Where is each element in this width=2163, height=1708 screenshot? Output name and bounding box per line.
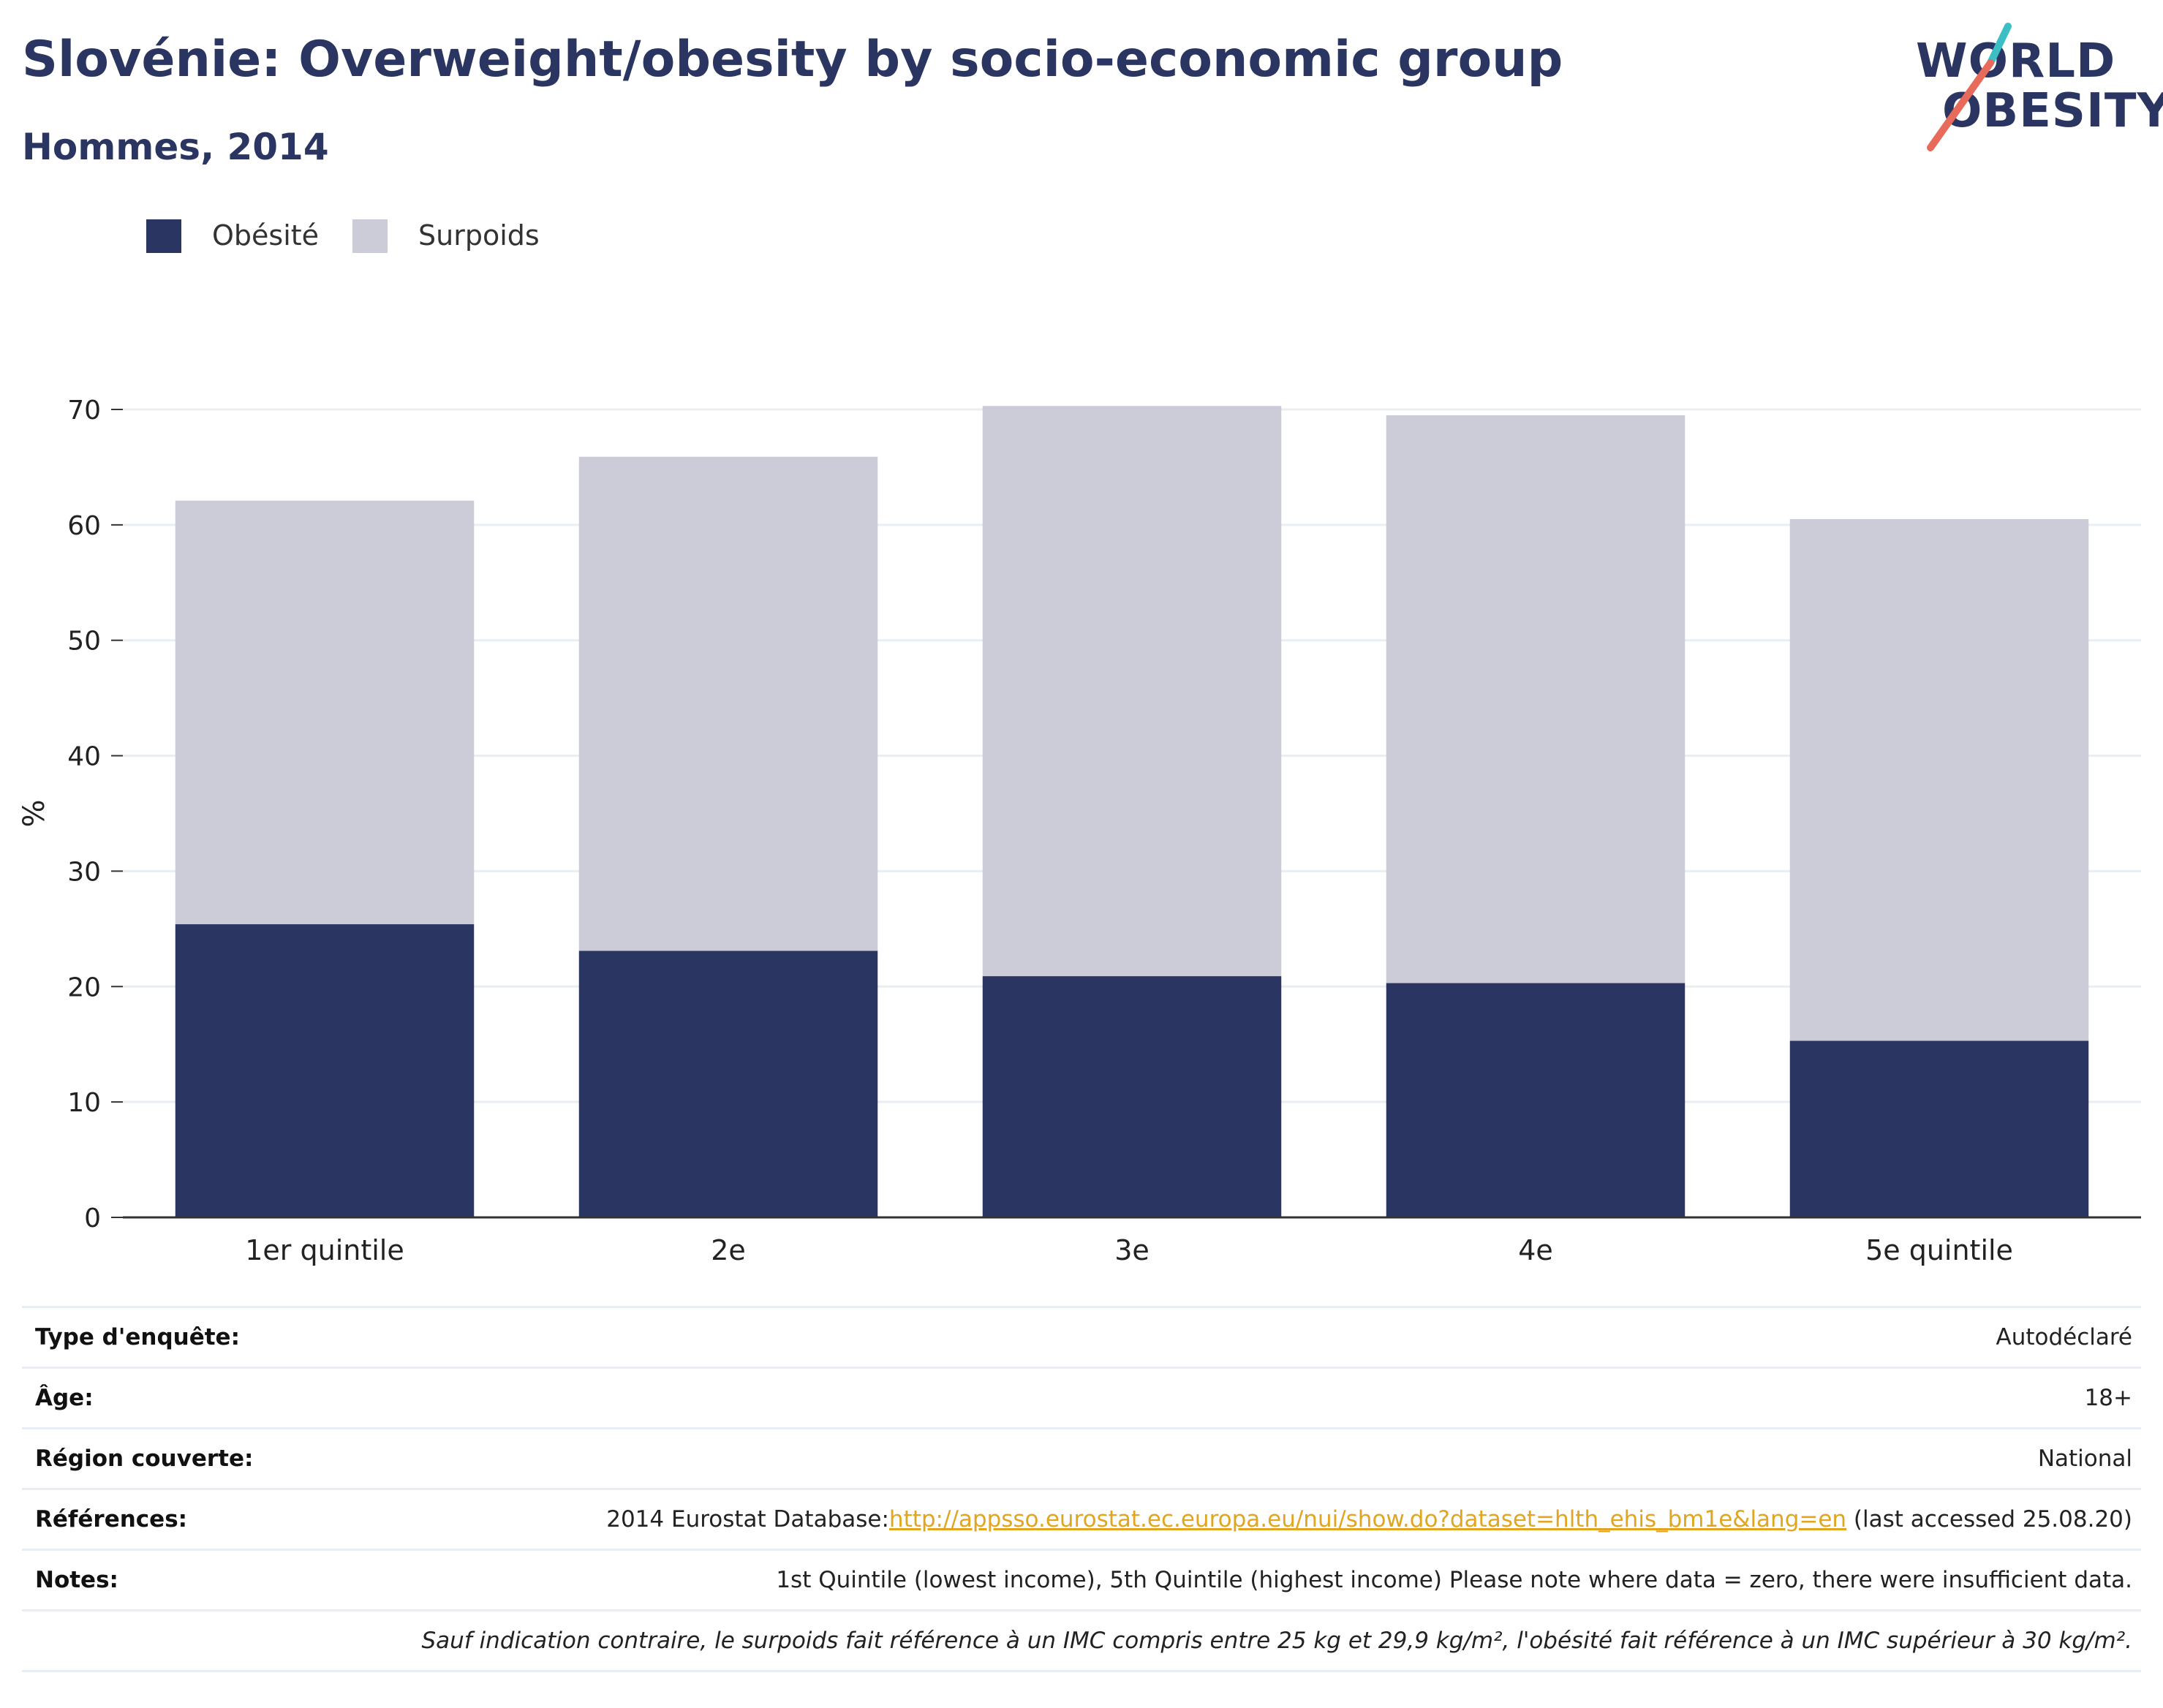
y-tick-label: 10: [67, 1088, 101, 1118]
y-tick-label: 30: [67, 857, 101, 887]
x-tick-label: 3e: [1114, 1234, 1150, 1266]
stacked-bar-chart: 0 10 20 30 40 50 60 70% 1er quintile 2e 3e 4e 5e qui…: [18, 396, 2141, 1266]
legend-label-surpoids: Surpoids: [418, 219, 540, 252]
x-tick-label: 4e: [1518, 1234, 1553, 1266]
info-value: National: [2037, 1446, 2132, 1472]
legend-swatch-obesite: [146, 219, 181, 253]
bar-obesite: [1386, 983, 1686, 1217]
y-tick-label: 20: [67, 972, 101, 1002]
info-label: Région couverte:: [35, 1446, 254, 1472]
info-row-footnote: Sauf indication contraire, le surpoids f…: [22, 1611, 2141, 1672]
reference-suffix: (last accessed 25.08.20): [1846, 1506, 2132, 1533]
info-value: 1st Quintile (lowest income), 5th Quinti…: [776, 1567, 2132, 1593]
x-tick-label: 1er quintile: [245, 1234, 404, 1266]
y-tick-label: 60: [67, 511, 101, 541]
info-label: Type d'enquête:: [35, 1324, 240, 1350]
y-axis-label: %: [18, 799, 51, 827]
bar-surpoids: [982, 406, 1282, 977]
bar-surpoids: [1386, 415, 1686, 983]
bar-obesite: [982, 976, 1282, 1217]
legend-label-obesite: Obésité: [212, 219, 320, 252]
logo-slash-icon: [1927, 23, 2012, 151]
info-row-notes: Notes: 1st Quintile (lowest income), 5th…: [22, 1551, 2141, 1611]
logo-line-1: WORLD: [1916, 34, 2116, 88]
info-row-references: Références: 2014 Eurostat Database:http:…: [22, 1490, 2141, 1551]
bar-surpoids: [1789, 518, 2089, 1041]
bar-obesite: [1789, 1040, 2089, 1217]
info-value: Autodéclaré: [1996, 1324, 2132, 1350]
logo-line-2: OBESITY: [1942, 84, 2163, 138]
world-obesity-logo: WORLD OBESITY: [1909, 22, 2163, 154]
y-tick-label: 40: [67, 742, 101, 772]
reference-prefix: 2014 Eurostat Database:: [606, 1506, 889, 1533]
legend-swatch-surpoids: [352, 219, 388, 253]
info-table: Type d'enquête: Autodéclaré Âge: 18+ Rég…: [22, 1306, 2141, 1672]
y-tick-label: 0: [84, 1203, 101, 1233]
info-value: 18+: [2084, 1385, 2132, 1411]
info-row-region: Région couverte: National: [22, 1429, 2141, 1490]
x-tick-label: 2e: [711, 1234, 746, 1266]
chart-subtitle: Hommes, 2014: [22, 126, 329, 168]
info-label: Références:: [35, 1506, 188, 1533]
bar-obesite: [578, 951, 878, 1217]
chart-title: Slovénie: Overweight/obesity by socio-ec…: [22, 31, 1563, 88]
info-row-survey-type: Type d'enquête: Autodéclaré: [22, 1308, 2141, 1369]
info-row-age: Âge: 18+: [22, 1369, 2141, 1429]
info-value: 2014 Eurostat Database:http://appsso.eur…: [606, 1490, 2132, 1549]
bar-surpoids: [175, 500, 475, 925]
info-label: Âge:: [35, 1385, 94, 1411]
info-label: Notes:: [35, 1567, 118, 1593]
y-tick-label: 70: [67, 396, 101, 426]
bmi-footnote: Sauf indication contraire, le surpoids f…: [421, 1628, 2132, 1654]
bar-surpoids: [578, 456, 878, 951]
y-tick-label: 50: [67, 627, 101, 657]
reference-link[interactable]: http://appsso.eurostat.ec.europa.eu/nui/…: [888, 1506, 1847, 1533]
bar-obesite: [175, 924, 475, 1217]
x-tick-label: 5e quintile: [1865, 1234, 2013, 1266]
